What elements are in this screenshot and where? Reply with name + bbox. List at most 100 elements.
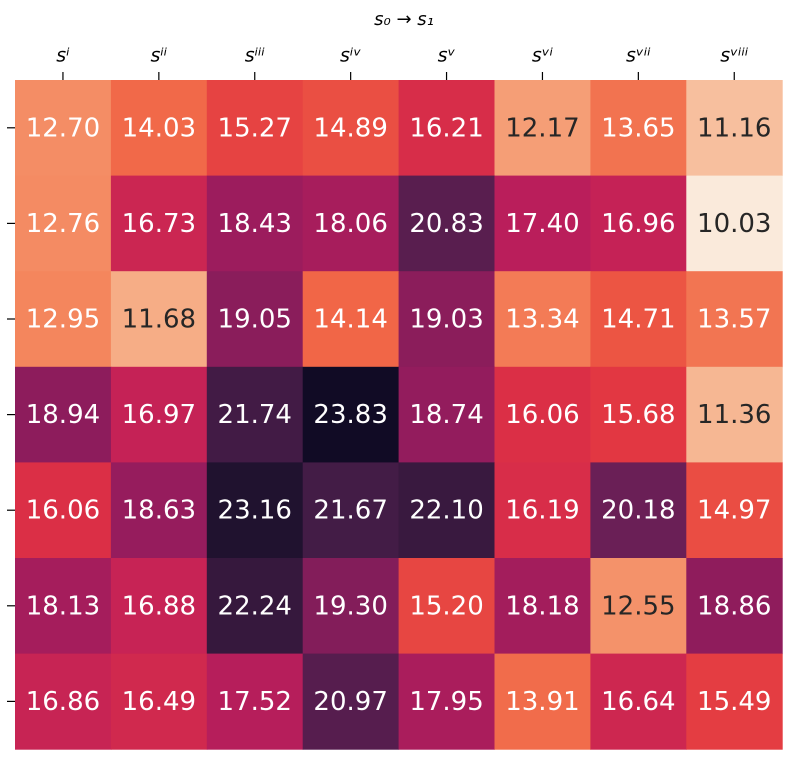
heatmap-cell xyxy=(590,558,687,655)
heatmap-cell xyxy=(206,558,304,655)
cell-label: 18.06 xyxy=(313,209,387,239)
heatmap-cell xyxy=(590,80,687,177)
x-tick-label: sⁱⁱ xyxy=(150,45,167,67)
cell-label: 13.57 xyxy=(697,305,771,335)
cell-label: 14.97 xyxy=(697,496,771,526)
cell-label: 12.76 xyxy=(26,209,100,239)
heatmap-cell xyxy=(686,80,783,177)
heatmap-cell xyxy=(398,175,495,272)
cell-label: 17.40 xyxy=(505,209,579,239)
x-tick-label: sᵛⁱⁱⁱ xyxy=(720,45,748,67)
heatmap-cell xyxy=(15,653,112,750)
cell-label: 17.95 xyxy=(409,687,483,717)
heatmap-cell xyxy=(110,558,208,655)
heatmap-cell xyxy=(110,462,208,559)
heatmap-cell xyxy=(302,558,400,655)
cell-label: 16.19 xyxy=(505,496,579,526)
heatmap-cell xyxy=(398,462,495,559)
cell-label: 17.52 xyxy=(218,687,292,717)
heatmap-cell xyxy=(206,653,304,750)
heatmap-cell xyxy=(494,558,591,655)
cell-label: 21.67 xyxy=(313,496,387,526)
cell-label: 11.16 xyxy=(697,113,771,143)
heatmap-cell xyxy=(15,271,112,368)
cell-label: 16.86 xyxy=(26,687,100,717)
cell-label: 16.88 xyxy=(122,591,196,621)
cell-label: 11.68 xyxy=(122,305,196,335)
cell-label: 15.27 xyxy=(218,113,292,143)
cell-label: 19.30 xyxy=(313,591,387,621)
cell-label: 18.18 xyxy=(505,591,579,621)
heatmap-cell xyxy=(206,80,304,177)
heatmap-cell xyxy=(15,80,112,177)
cell-label: 15.68 xyxy=(601,400,675,430)
cell-label: 22.24 xyxy=(218,591,292,621)
cell-label: 16.64 xyxy=(601,687,675,717)
heatmap-cell xyxy=(398,80,495,177)
heatmap-cell xyxy=(686,175,783,272)
cell-label: 13.34 xyxy=(505,305,579,335)
heatmap-cell xyxy=(15,558,112,655)
cell-label: 16.49 xyxy=(122,687,196,717)
cell-label: 16.06 xyxy=(26,496,100,526)
cell-label: 12.95 xyxy=(26,305,100,335)
cell-label: 18.86 xyxy=(697,591,771,621)
cell-label: 13.91 xyxy=(505,687,579,717)
cell-label: 15.49 xyxy=(697,687,771,717)
x-tick-label: sⁱᵛ xyxy=(340,45,361,67)
heatmap-cell xyxy=(206,175,304,272)
heatmap-cell xyxy=(590,366,687,463)
cell-label: 20.18 xyxy=(601,496,675,526)
heatmap-cell xyxy=(110,366,208,463)
cell-label: 14.14 xyxy=(313,305,387,335)
heatmap-cell xyxy=(15,366,112,463)
cell-label: 16.97 xyxy=(122,400,196,430)
heatmap-cell xyxy=(590,462,687,559)
cell-label: 14.03 xyxy=(122,113,196,143)
cell-label: 19.03 xyxy=(409,305,483,335)
chart-title: s₀ → s₁ xyxy=(374,9,434,30)
heatmap-cell xyxy=(398,366,495,463)
heatmap-cell xyxy=(110,80,208,177)
x-tick-label: sᵛⁱⁱ xyxy=(626,45,651,67)
heatmap-cell xyxy=(110,271,208,368)
cell-label: 20.83 xyxy=(409,209,483,239)
heatmap-cell xyxy=(494,175,591,272)
cell-label: 18.94 xyxy=(26,400,100,430)
cell-label: 12.55 xyxy=(601,591,675,621)
cell-label: 21.74 xyxy=(218,400,292,430)
x-tick-label: sᵛ xyxy=(438,45,456,67)
cell-label: 16.73 xyxy=(122,209,196,239)
cell-label: 11.36 xyxy=(697,400,771,430)
cell-label: 16.96 xyxy=(601,209,675,239)
cell-label: 20.97 xyxy=(313,687,387,717)
heatmap-cell xyxy=(494,271,591,368)
cell-label: 23.16 xyxy=(218,496,292,526)
heatmap-cell xyxy=(590,271,687,368)
x-tick-label: sᵛⁱ xyxy=(532,45,553,67)
cell-label: 14.71 xyxy=(601,305,675,335)
cell-label: 13.65 xyxy=(601,113,675,143)
cell-label: 16.21 xyxy=(409,113,483,143)
cell-label: 18.13 xyxy=(26,591,100,621)
heatmap-cell xyxy=(206,366,304,463)
heatmap-cell xyxy=(494,462,591,559)
cell-label: 16.06 xyxy=(505,400,579,430)
heatmap-cell xyxy=(302,462,400,559)
cell-label: 12.70 xyxy=(26,113,100,143)
heatmap-cell xyxy=(494,653,591,750)
heatmap-cell xyxy=(206,271,304,368)
cell-label: 19.05 xyxy=(218,305,292,335)
cell-label: 18.74 xyxy=(409,400,483,430)
cell-label: 14.89 xyxy=(313,113,387,143)
heatmap-cell xyxy=(302,80,400,177)
heatmap-cell xyxy=(494,366,591,463)
cell-label: 22.10 xyxy=(409,496,483,526)
heatmap-cell xyxy=(686,462,783,559)
cell-label: 15.20 xyxy=(409,591,483,621)
heatmap-cell xyxy=(398,271,495,368)
heatmap-cell xyxy=(302,271,400,368)
heatmap-cell xyxy=(15,462,112,559)
